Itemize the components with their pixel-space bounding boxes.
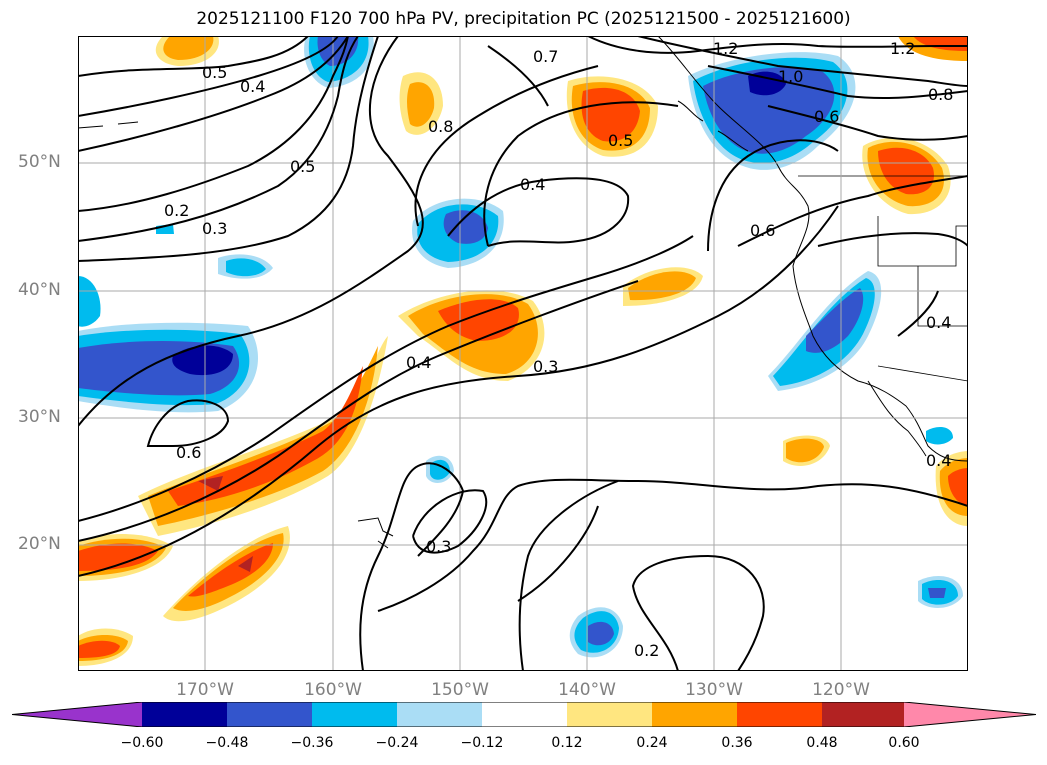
contour-label: 0.2: [164, 201, 189, 220]
contour-label: 0.2: [634, 641, 659, 660]
colorbar-tick: −0.36: [290, 735, 334, 751]
colorbar-segment-under: [12, 702, 142, 727]
colorbar-tick: −0.48: [205, 735, 249, 751]
colorbar-segment: [227, 702, 312, 727]
contour-label: 0.8: [428, 117, 453, 136]
lon-label-160w: 160°W: [304, 680, 362, 700]
colorbar-segment: [652, 702, 737, 727]
contour-label: 0.6: [750, 221, 775, 240]
contour-label: 0.4: [240, 77, 265, 96]
lat-label-50n: 50°N: [18, 152, 61, 172]
colorbar-segment: [567, 702, 652, 727]
lat-label-40n: 40°N: [18, 280, 61, 300]
colorbar-tick: −0.24: [375, 735, 419, 751]
map-title: 2025121100 F120 700 hPa PV, precipitatio…: [196, 9, 851, 29]
colorbar-segment-over: [904, 702, 1036, 727]
lon-label-140w: 140°W: [558, 680, 616, 700]
colorbar-tick: 0.24: [636, 735, 668, 751]
contour-label: 0.3: [533, 357, 558, 376]
map-svg: 0.7 1.2 1.2 1.0 0.8 0.6 0.5 0.4 0.8 0.5 …: [78, 36, 968, 671]
contour-label: 0.5: [290, 157, 315, 176]
map-plot-area[interactable]: 0.7 1.2 1.2 1.0 0.8 0.6 0.5 0.4 0.8 0.5 …: [78, 36, 968, 671]
lon-label-170w: 170°W: [176, 680, 234, 700]
colorbar-segment: [397, 702, 482, 727]
contour-label: 1.2: [713, 39, 738, 58]
contour-label: 0.4: [520, 175, 545, 194]
colorbar-segment: [482, 702, 567, 727]
contour-label: 0.8: [928, 85, 953, 104]
lat-label-20n: 20°N: [18, 534, 61, 554]
colorbar-tick: 0.36: [721, 735, 753, 751]
lat-label-30n: 30°N: [18, 407, 61, 427]
graticule: [78, 36, 968, 671]
pv-contours: [78, 36, 968, 671]
political-borders: [798, 175, 968, 382]
precip-shading: [78, 36, 968, 666]
contour-label: 0.3: [426, 537, 451, 556]
contour-label: 0.3: [202, 219, 227, 238]
colorbar-tick: −0.60: [120, 735, 164, 751]
colorbar-segment: [822, 702, 904, 727]
contour-label: 1.2: [890, 39, 915, 58]
contour-label: 0.6: [176, 443, 201, 462]
colorbar-tick: 0.12: [551, 735, 583, 751]
colorbar-tick: 0.60: [888, 735, 920, 751]
contour-label: 0.6: [814, 107, 839, 126]
colorbar-segment: [142, 702, 227, 727]
colorbar-tick: 0.48: [806, 735, 838, 751]
colorbar: [12, 702, 1036, 727]
lon-label-120w: 120°W: [812, 680, 870, 700]
coastlines: [78, 36, 968, 549]
colorbar-tick: −0.12: [460, 735, 504, 751]
contour-label: 1.0: [778, 67, 803, 86]
contour-label: 0.4: [926, 451, 951, 470]
colorbar-segment: [737, 702, 822, 727]
contour-label: 0.5: [202, 63, 227, 82]
lon-label-130w: 130°W: [685, 680, 743, 700]
contour-label: 0.4: [406, 353, 431, 372]
contour-label: 0.4: [926, 313, 951, 332]
colorbar-segment: [312, 702, 397, 727]
contour-label: 0.7: [533, 47, 558, 66]
contour-labels: 0.7 1.2 1.2 1.0 0.8 0.6 0.5 0.4 0.8 0.5 …: [164, 39, 953, 660]
lon-label-150w: 150°W: [431, 680, 489, 700]
contour-label: 0.5: [608, 131, 633, 150]
